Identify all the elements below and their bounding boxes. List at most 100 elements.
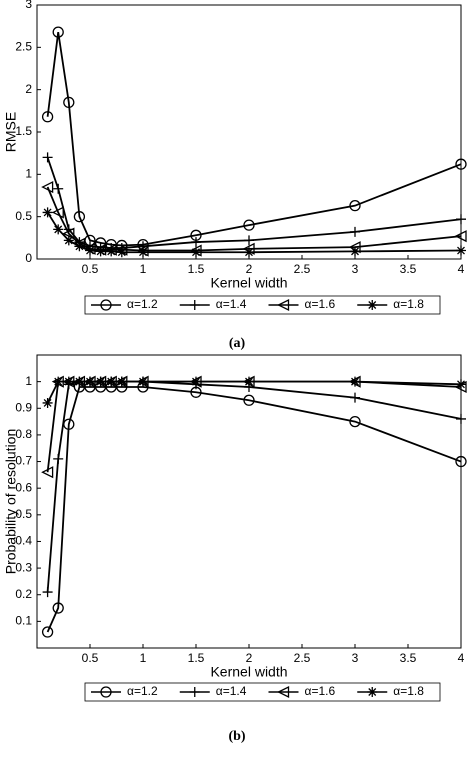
x-tick-label: 3 bbox=[352, 262, 359, 276]
x-tick-label: 2 bbox=[246, 262, 253, 276]
y-tick-label: 0.1 bbox=[15, 614, 32, 628]
x-axis-label: Kernel width bbox=[210, 275, 287, 291]
marker bbox=[456, 379, 466, 390]
legend-marker bbox=[277, 298, 290, 312]
marker bbox=[244, 247, 254, 258]
legend-label: α=1.4 bbox=[216, 684, 247, 698]
marker bbox=[191, 376, 201, 387]
marker bbox=[116, 247, 127, 258]
y-tick-label: 3 bbox=[25, 0, 32, 11]
marker bbox=[42, 397, 53, 408]
x-tick-label: 1 bbox=[140, 262, 147, 276]
marker bbox=[138, 376, 148, 387]
x-tick-label: 4 bbox=[458, 651, 465, 665]
marker bbox=[244, 376, 254, 387]
series-line bbox=[46, 380, 462, 593]
marker bbox=[191, 247, 201, 258]
marker bbox=[350, 376, 360, 387]
marker bbox=[53, 453, 64, 464]
y-tick-label: 0 bbox=[25, 251, 32, 265]
legend-box bbox=[84, 682, 441, 702]
series-line bbox=[46, 157, 462, 249]
legend-marker bbox=[100, 299, 112, 311]
marker bbox=[455, 455, 467, 468]
marker bbox=[350, 392, 360, 403]
marker bbox=[41, 466, 54, 479]
x-axis-label: Kernel width bbox=[210, 664, 287, 680]
y-tick-label: 1.5 bbox=[15, 124, 32, 138]
marker bbox=[454, 230, 467, 243]
x-tick-label: 4 bbox=[458, 262, 465, 276]
marker bbox=[63, 96, 75, 108]
legend-marker bbox=[277, 685, 290, 699]
marker bbox=[63, 418, 75, 430]
caption: (b) bbox=[228, 729, 245, 744]
y-tick-label: 0.4 bbox=[15, 534, 32, 548]
marker bbox=[190, 386, 202, 398]
series-line bbox=[46, 31, 462, 247]
marker bbox=[53, 376, 64, 387]
legend-label: α=1.2 bbox=[127, 684, 158, 698]
marker bbox=[52, 26, 64, 38]
y-tick-label: 0.7 bbox=[15, 454, 32, 468]
legend-label: α=1.6 bbox=[305, 684, 336, 698]
legend-marker bbox=[189, 300, 200, 310]
y-axis-label: RMSE bbox=[3, 112, 19, 152]
marker bbox=[456, 245, 466, 256]
y-tick-label: 1 bbox=[25, 374, 32, 388]
x-tick-label: 0.5 bbox=[82, 262, 99, 276]
marker bbox=[73, 211, 86, 223]
marker bbox=[74, 376, 85, 387]
marker bbox=[350, 246, 360, 257]
marker bbox=[243, 394, 255, 406]
marker bbox=[51, 206, 64, 219]
caption: (a) bbox=[229, 336, 246, 351]
y-tick-label: 0.8 bbox=[15, 427, 32, 441]
y-tick-label: 0.6 bbox=[15, 480, 32, 494]
x-tick-label: 3.5 bbox=[400, 262, 417, 276]
marker bbox=[106, 376, 117, 387]
plot-frame bbox=[36, 354, 462, 649]
marker bbox=[42, 587, 53, 598]
series-line bbox=[46, 386, 462, 633]
y-tick-label: 0.5 bbox=[15, 209, 32, 223]
marker bbox=[53, 224, 64, 235]
x-tick-label: 1 bbox=[140, 651, 147, 665]
y-tick-label: 0.3 bbox=[15, 560, 32, 574]
marker bbox=[53, 183, 64, 194]
marker bbox=[116, 376, 127, 387]
marker bbox=[190, 229, 202, 241]
y-tick-label: 2 bbox=[25, 82, 32, 96]
marker bbox=[349, 200, 361, 212]
x-tick-label: 1.5 bbox=[188, 651, 205, 665]
y-tick-label: 1 bbox=[25, 167, 32, 181]
marker bbox=[42, 152, 53, 163]
x-tick-label: 2 bbox=[246, 651, 253, 665]
x-tick-label: 3.5 bbox=[400, 651, 417, 665]
legend-label: α=1.8 bbox=[393, 684, 424, 698]
marker bbox=[85, 376, 95, 387]
marker bbox=[63, 235, 74, 246]
legend-marker bbox=[367, 687, 378, 697]
legend-label: α=1.2 bbox=[127, 297, 158, 311]
marker bbox=[74, 241, 85, 252]
y-axis-label: Probability of resolution bbox=[3, 429, 19, 575]
y-tick-label: 0.9 bbox=[15, 400, 32, 414]
x-tick-label: 2.5 bbox=[294, 651, 311, 665]
marker bbox=[349, 416, 361, 428]
legend-label: α=1.4 bbox=[216, 297, 247, 311]
series-line bbox=[46, 380, 462, 473]
x-tick-label: 3 bbox=[352, 651, 359, 665]
legend-label: α=1.8 bbox=[393, 297, 424, 311]
x-tick-label: 2.5 bbox=[294, 262, 311, 276]
y-tick-label: 2.5 bbox=[15, 40, 32, 54]
marker bbox=[41, 111, 54, 123]
marker bbox=[95, 376, 106, 387]
marker bbox=[243, 219, 255, 231]
legend-box bbox=[84, 295, 441, 315]
marker bbox=[456, 214, 466, 225]
x-tick-label: 1.5 bbox=[188, 262, 205, 276]
marker bbox=[42, 207, 53, 218]
legend-marker bbox=[367, 300, 378, 310]
